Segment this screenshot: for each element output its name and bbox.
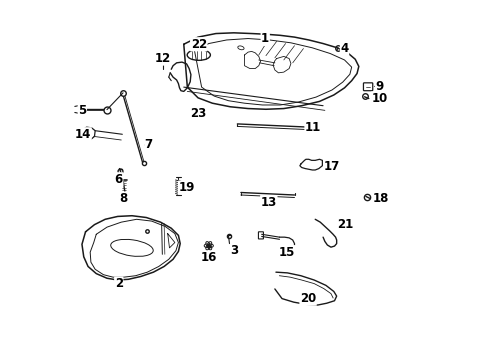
- Text: 17: 17: [323, 160, 340, 173]
- Text: 18: 18: [372, 192, 388, 205]
- Text: 12: 12: [155, 52, 171, 65]
- Text: 9: 9: [375, 80, 383, 93]
- Text: 19: 19: [178, 181, 194, 194]
- Text: 16: 16: [200, 251, 217, 264]
- Text: 1: 1: [261, 32, 269, 45]
- Text: 13: 13: [260, 195, 276, 209]
- Text: 7: 7: [144, 139, 153, 152]
- Text: 5: 5: [78, 104, 86, 117]
- Text: 3: 3: [230, 244, 238, 257]
- Text: 15: 15: [279, 246, 295, 258]
- Text: 14: 14: [75, 128, 91, 141]
- Text: 4: 4: [340, 42, 348, 55]
- Text: 22: 22: [190, 38, 206, 51]
- Text: 6: 6: [114, 173, 122, 186]
- Text: 10: 10: [371, 92, 387, 105]
- Text: 11: 11: [305, 121, 321, 134]
- Text: 23: 23: [189, 107, 206, 120]
- Text: 21: 21: [336, 218, 353, 231]
- Text: 8: 8: [120, 192, 128, 205]
- Text: 2: 2: [115, 277, 122, 290]
- Text: 20: 20: [299, 292, 316, 305]
